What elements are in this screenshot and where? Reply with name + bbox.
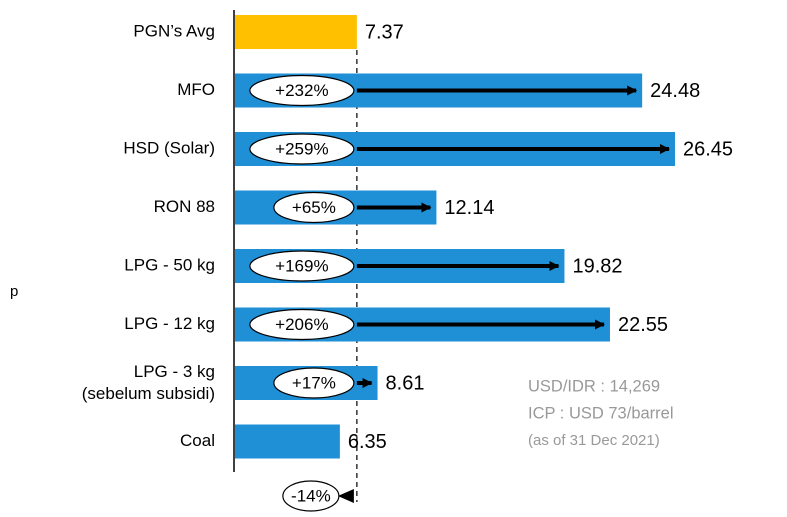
change-label: +206% [275, 315, 328, 334]
category-label: RON 88 [154, 197, 215, 216]
category-label-line: (sebelum subsidi) [82, 384, 215, 403]
value-label: 8.61 [386, 372, 425, 394]
change-arrow [337, 489, 354, 503]
value-label: 6.35 [348, 431, 387, 453]
change-bubble [273, 367, 355, 399]
note: USD/IDR : 14,269 [528, 377, 660, 395]
change-label: -14% [291, 486, 331, 505]
value-label: 7.37 [365, 21, 404, 43]
category-label: HSD (Solar) [123, 138, 215, 157]
bar [235, 15, 357, 49]
note: ICP : USD 73/barrel [528, 404, 674, 422]
change-label: +169% [275, 256, 328, 275]
category-label: LPG - 12 kg [124, 314, 215, 333]
value-label: 12.14 [444, 197, 494, 219]
category-label-line: LPG - 3 kg [134, 362, 215, 381]
stray-text: p [10, 283, 18, 300]
category-label: Coal [180, 431, 215, 450]
note: (as of 31 Dec 2021) [528, 432, 660, 449]
value-label: 26.45 [683, 138, 733, 160]
change-bubble [282, 480, 340, 512]
change-bubble [249, 308, 355, 341]
category-label: MFO [177, 80, 215, 99]
category-label: PGN’s Avg [133, 21, 215, 40]
value-label: 22.55 [618, 314, 668, 336]
change-bubble [273, 191, 355, 224]
category-label: LPG - 3 kg (sebelum subsidi) [82, 362, 215, 403]
change-bubble [249, 133, 355, 165]
change-label: +232% [275, 81, 328, 100]
change-label: +17% [292, 373, 336, 392]
bar [235, 424, 340, 459]
category-label: LPG - 50 kg [124, 255, 215, 274]
change-label: +259% [275, 139, 328, 158]
value-label: 24.48 [650, 80, 700, 102]
change-label: +65% [292, 198, 336, 217]
change-bubble [249, 74, 355, 107]
change-bubble [249, 250, 355, 282]
value-label: 19.82 [572, 255, 622, 277]
